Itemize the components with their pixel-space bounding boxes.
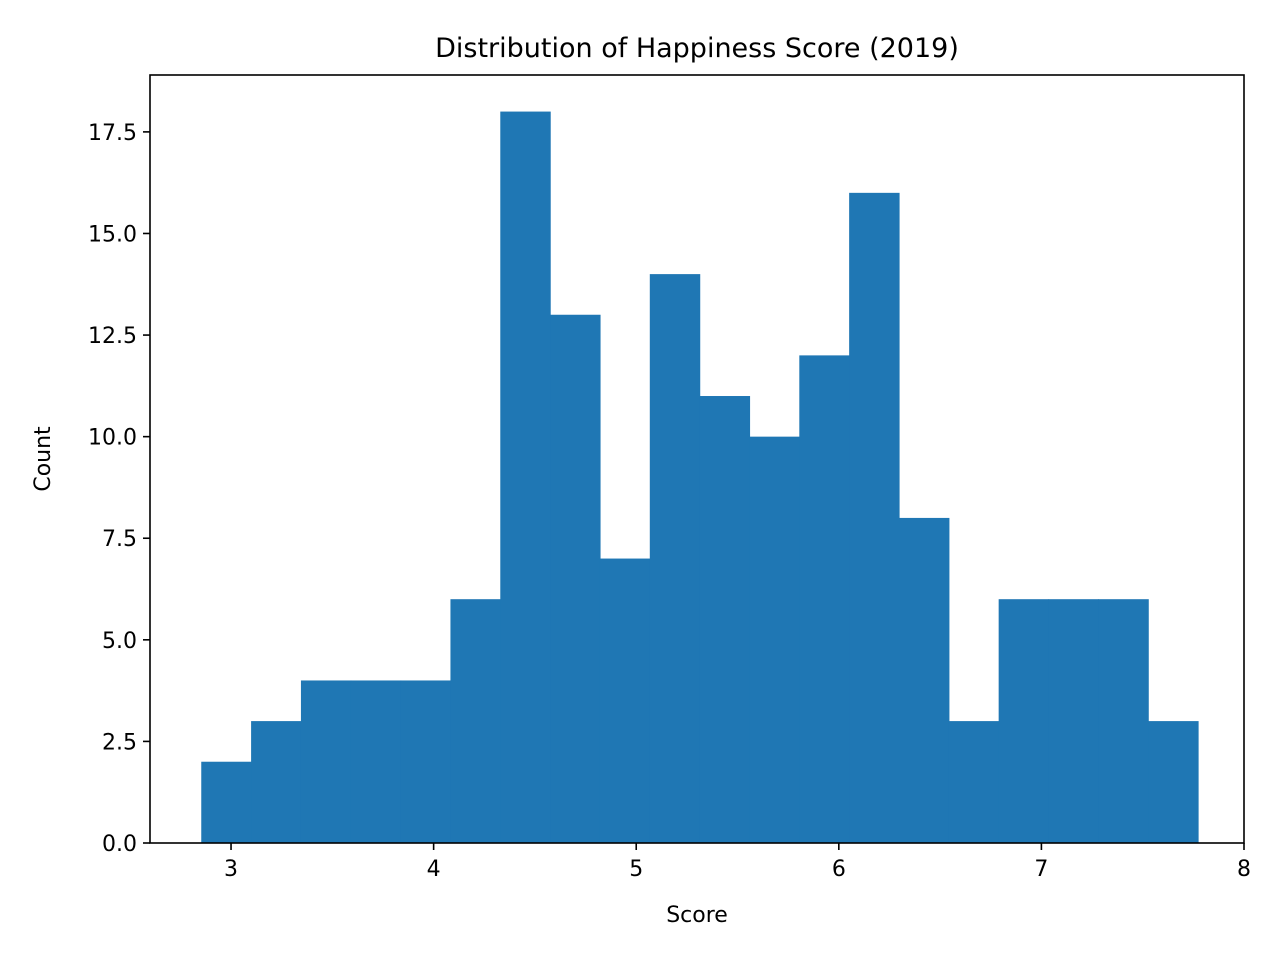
y-tick-label: 5.0: [102, 629, 137, 654]
histogram-bar: [500, 111, 551, 844]
y-tick-label: 17.5: [88, 121, 137, 146]
y-axis-label: Count: [31, 426, 56, 492]
histogram-bar: [898, 517, 950, 843]
histogram-bar: [1048, 599, 1099, 843]
y-tick-label: 15.0: [88, 222, 137, 247]
x-tick-label: 7: [1034, 857, 1048, 882]
histogram-bar: [201, 761, 252, 843]
bars-group: [201, 111, 1199, 844]
histogram-bar: [550, 314, 601, 843]
histogram-bar: [749, 436, 800, 843]
chart-title: Distribution of Happiness Score (2019): [435, 33, 959, 64]
histogram-bar: [400, 680, 452, 843]
plot-frame: [149, 74, 1245, 844]
histogram-bar: [849, 192, 900, 844]
x-tick-label: 5: [629, 857, 643, 882]
y-tick-label: 10.0: [88, 426, 137, 451]
histogram-bar: [998, 599, 1050, 843]
histogram-bar: [649, 274, 701, 844]
x-tick-label: 3: [224, 857, 238, 882]
x-axis: 3 4 5 6 7 8: [224, 843, 1251, 882]
x-axis-label: Score: [666, 903, 728, 928]
x-tick-label: 6: [832, 857, 846, 882]
y-tick-label: 12.5: [88, 324, 137, 349]
y-tick-label: 0.0: [102, 832, 137, 857]
histogram-bar: [450, 599, 501, 843]
histogram-bar: [599, 558, 651, 843]
x-tick-label: 8: [1237, 857, 1251, 882]
histogram-bar: [948, 721, 1000, 843]
histogram-bar: [1148, 721, 1199, 843]
histogram-bar: [300, 680, 352, 843]
histogram-bar: [251, 721, 302, 843]
y-axis: 0.0 2.5 5.0 7.5 10.0 12.5 15.0 17.5: [88, 121, 150, 857]
histogram-bar: [799, 355, 850, 843]
x-tick-label: 4: [427, 857, 441, 882]
histogram-bar: [1098, 599, 1149, 843]
y-tick-label: 7.5: [102, 527, 137, 552]
histogram-bar: [699, 396, 751, 843]
y-tick-label: 2.5: [102, 730, 137, 755]
histogram-bar: [350, 680, 402, 843]
